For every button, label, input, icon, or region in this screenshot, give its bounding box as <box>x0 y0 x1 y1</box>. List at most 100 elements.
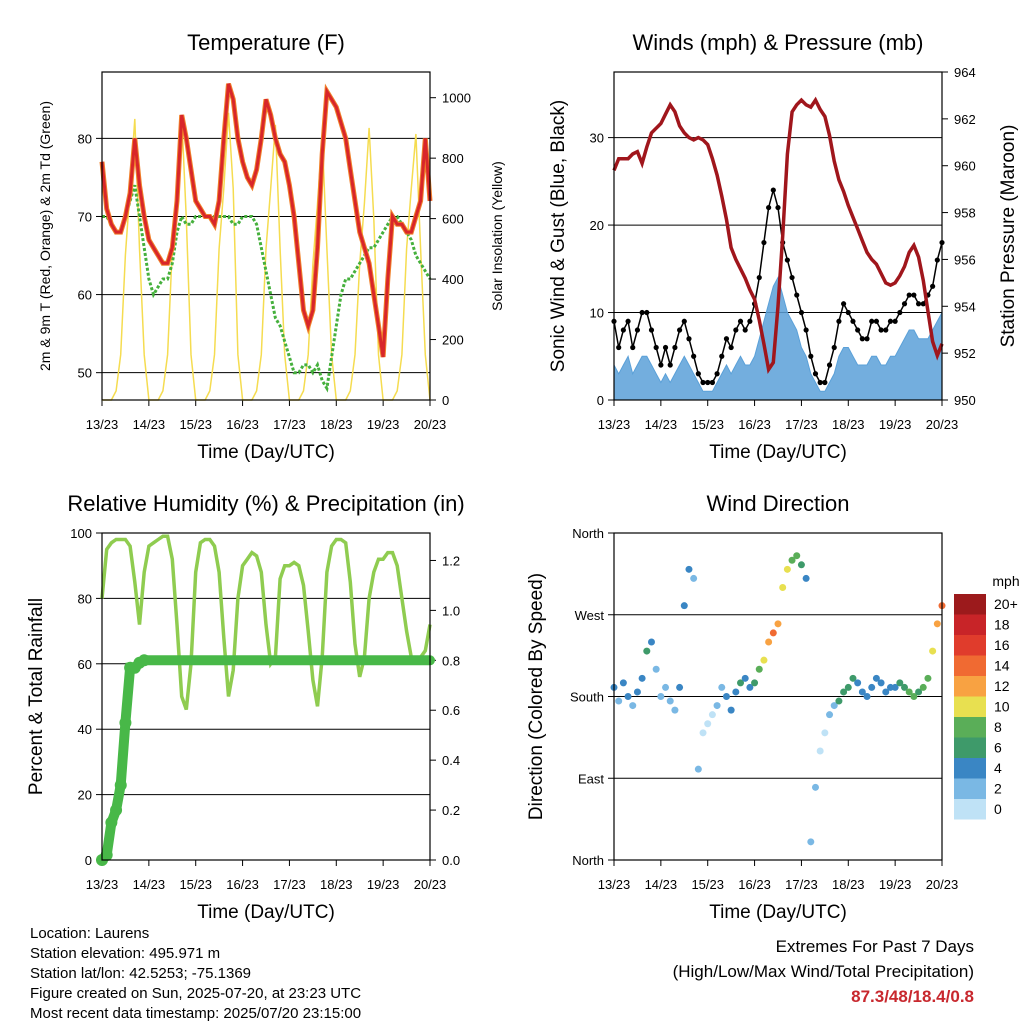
panel-title: Relative Humidity (%) & Precipitation (i… <box>67 491 464 516</box>
direction-point <box>666 697 674 705</box>
series-2m-temp-line <box>100 83 432 358</box>
x-tick-label: 14/23 <box>645 877 678 892</box>
direction-point <box>737 679 745 687</box>
y2-tick-label: 954 <box>954 299 976 314</box>
extremes-subtitle: (High/Low/Max Wind/Total Precipitation) <box>672 962 974 981</box>
y2-tick-label: 958 <box>954 206 976 221</box>
direction-point <box>797 561 805 569</box>
y2-tick-label: 1000 <box>442 91 471 106</box>
x-tick-label: 13/23 <box>598 877 631 892</box>
colorbar-label: 20+ <box>994 596 1018 612</box>
direction-point <box>840 688 848 696</box>
direction-point <box>671 706 679 714</box>
colorbar-swatch <box>954 778 986 799</box>
direction-point <box>699 729 707 737</box>
colorbar-swatch <box>954 717 986 738</box>
y-tick-label: 70 <box>78 209 92 224</box>
x-tick-label: 16/23 <box>226 417 259 432</box>
colorbar-label: 6 <box>994 740 1002 756</box>
x-tick-label: 15/23 <box>179 417 212 432</box>
y-tick-label: 50 <box>78 366 92 381</box>
y-tick-label: 20 <box>78 788 92 803</box>
recent-timestamp-text: Most recent data timestamp: 2025/07/20 2… <box>30 1005 362 1022</box>
series-pressure-line <box>612 96 944 375</box>
y2-tick-label: 960 <box>954 159 976 174</box>
x-tick-label: 20/23 <box>414 877 447 892</box>
direction-point <box>802 574 810 582</box>
y2-tick-label: 0 <box>442 393 449 408</box>
y-tick-label: 80 <box>78 591 92 606</box>
y-axis-label: Direction (Colored By Speed) <box>526 573 547 820</box>
direction-point <box>929 647 937 655</box>
direction-point <box>858 688 866 696</box>
panel-3: Relative Humidity (%) & Precipitation (i… <box>26 491 465 923</box>
x-tick-label: 17/23 <box>273 417 306 432</box>
created-text: Figure created on Sun, 2025-07-20, at 23… <box>30 985 362 1002</box>
y2-tick-label: 0.8 <box>442 653 460 668</box>
direction-point <box>877 679 885 687</box>
extremes-box: Extremes For Past 7 Days (High/Low/Max W… <box>673 934 974 1009</box>
x-tick-label: 18/23 <box>832 417 865 432</box>
y2-tick-label: 200 <box>442 333 464 348</box>
direction-point <box>807 838 815 846</box>
direction-point <box>619 679 627 687</box>
x-tick-label: 19/23 <box>879 417 912 432</box>
x-tick-label: 13/23 <box>86 417 119 432</box>
y2-tick-label: 952 <box>954 346 976 361</box>
x-tick-label: 17/23 <box>785 877 818 892</box>
direction-point <box>835 697 843 705</box>
direction-point <box>849 674 857 682</box>
direction-point <box>704 720 712 728</box>
y2-tick-label: 962 <box>954 112 976 127</box>
direction-point <box>633 688 641 696</box>
y2-tick-label: 0.0 <box>442 853 460 868</box>
direction-point <box>811 783 819 791</box>
y-tick-label: North <box>572 526 604 541</box>
y2-axis-label: Station Pressure (Maroon) <box>998 125 1019 348</box>
direction-point <box>910 693 918 700</box>
direction-point <box>643 647 651 655</box>
x-tick-label: 14/23 <box>133 877 166 892</box>
direction-point <box>901 683 909 691</box>
y2-tick-label: 800 <box>442 151 464 166</box>
series-wind-area <box>613 276 943 401</box>
y2-tick-label: 0.4 <box>442 753 460 768</box>
y-tick-label: 80 <box>78 131 92 146</box>
direction-point <box>854 679 862 687</box>
y-axis-label: 2m & 9m T (Red, Orange) & 2m Td (Green) <box>37 101 53 371</box>
colorbar-swatch <box>954 614 986 635</box>
y2-tick-label: 600 <box>442 212 464 227</box>
colorbar-swatch <box>954 696 986 717</box>
direction-point <box>615 697 623 705</box>
direction-point <box>821 729 829 737</box>
y-tick-label: 20 <box>590 218 604 233</box>
direction-point <box>624 693 632 700</box>
direction-point <box>882 688 890 696</box>
y-tick-label: North <box>572 853 604 868</box>
y-tick-label: West <box>575 608 605 623</box>
y-tick-label: 0 <box>85 853 92 868</box>
direction-point <box>732 688 740 696</box>
direction-point <box>690 574 698 582</box>
x-tick-label: 20/23 <box>926 877 959 892</box>
plot-frame <box>101 532 431 861</box>
direction-point <box>933 620 941 628</box>
y2-tick-label: 400 <box>442 272 464 287</box>
x-tick-label: 15/23 <box>179 877 212 892</box>
rainfall-point <box>119 716 132 729</box>
direction-point <box>891 683 899 691</box>
direction-point <box>718 683 726 691</box>
colorbar-label: 10 <box>994 699 1010 715</box>
direction-point <box>765 638 773 646</box>
direction-point <box>657 693 665 700</box>
panel-title: Wind Direction <box>706 491 849 516</box>
extremes-title: Extremes For Past 7 Days <box>775 937 974 956</box>
colorbar-label: 4 <box>994 760 1002 776</box>
colorbar-swatch <box>954 676 986 697</box>
x-tick-label: 18/23 <box>832 877 865 892</box>
direction-point <box>779 584 787 591</box>
rainfall-point <box>105 816 118 829</box>
x-tick-label: 15/23 <box>691 877 724 892</box>
y2-axis-label: Solar Insolation (Yellow) <box>489 161 505 311</box>
